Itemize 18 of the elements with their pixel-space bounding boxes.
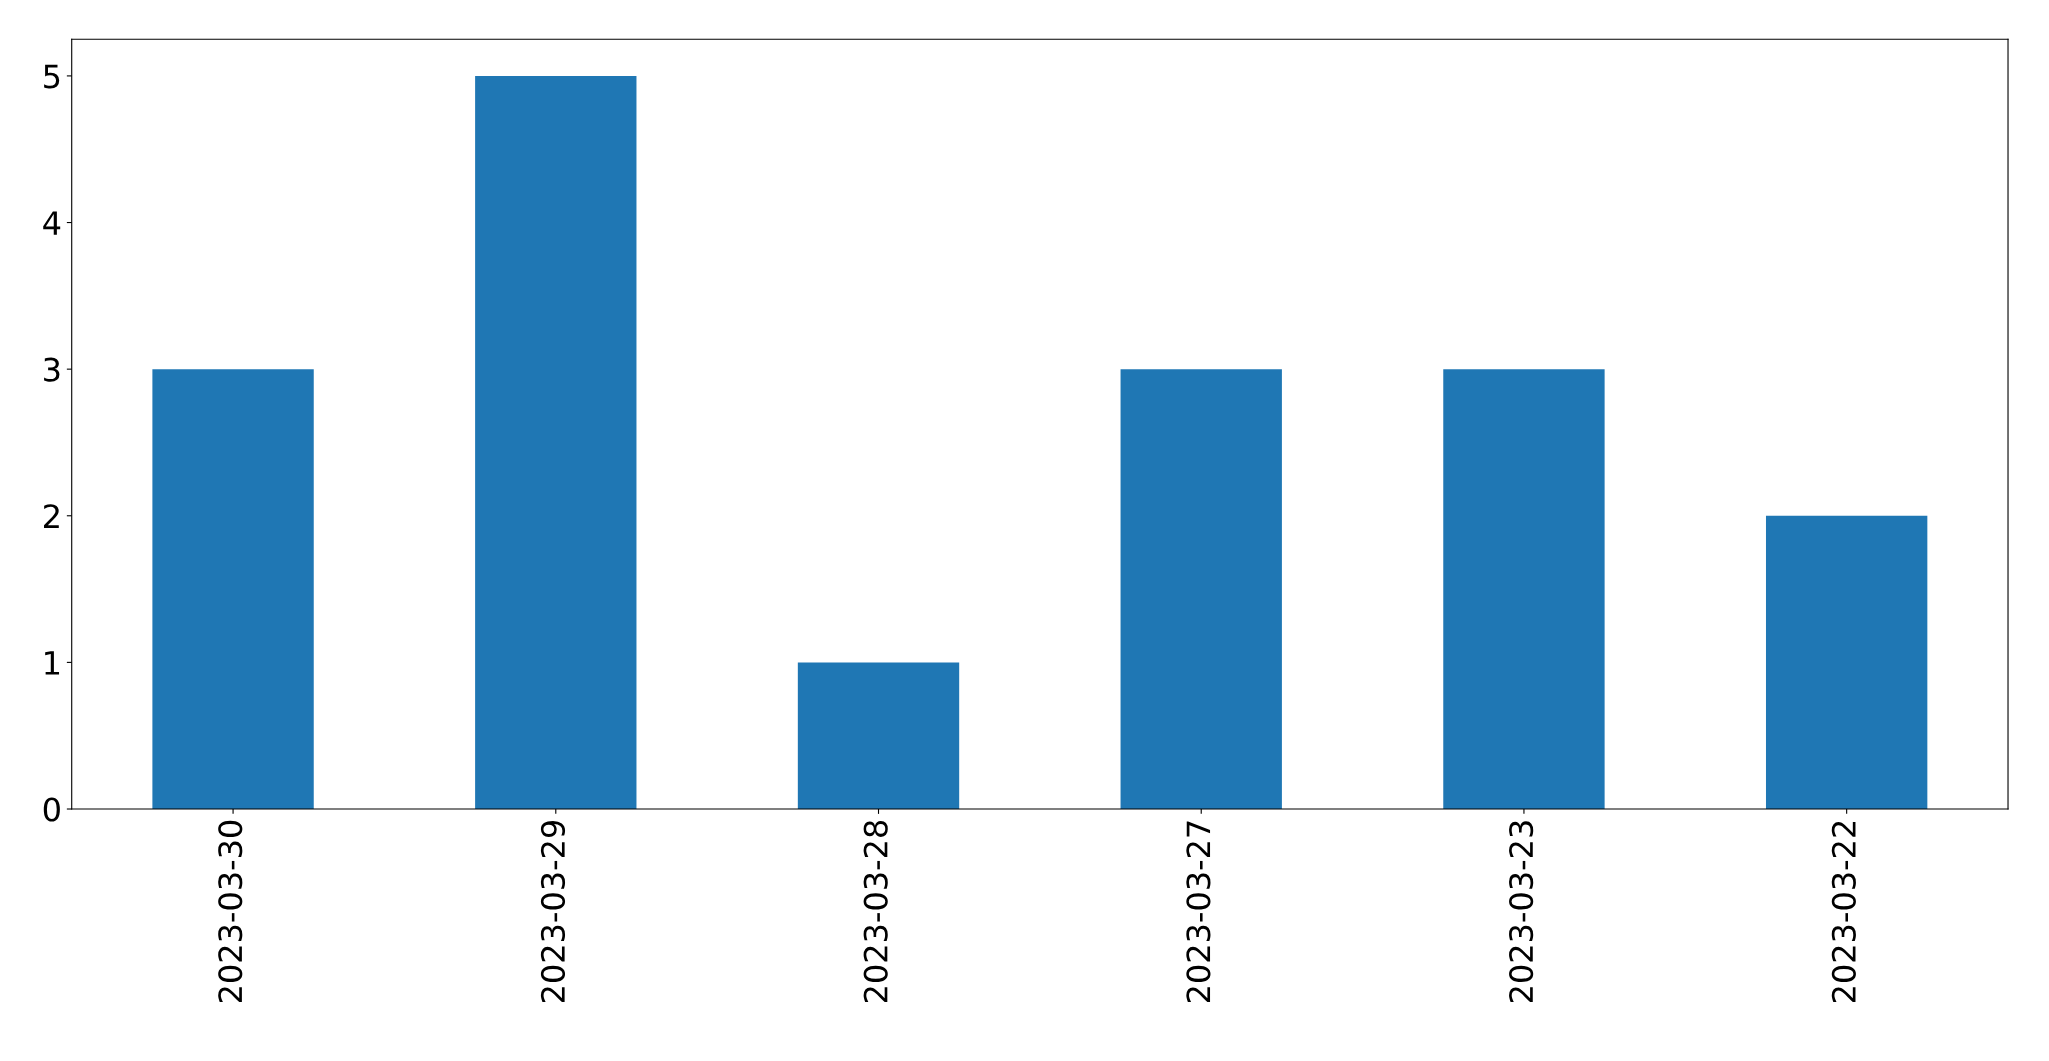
bar xyxy=(475,75,637,810)
x-tick-label: 2023-03-22 xyxy=(1831,821,1856,1003)
bar xyxy=(152,369,314,810)
x-tick-label: 2023-03-27 xyxy=(1186,821,1211,1003)
y-tick-label: 4 xyxy=(43,211,61,235)
y-tick-label: 2 xyxy=(44,504,59,528)
x-tick-label: 2023-03-28 xyxy=(863,820,888,1003)
y-tick-label: 5 xyxy=(44,64,60,89)
bar xyxy=(1765,515,1928,810)
bar xyxy=(797,662,960,810)
y-tick-label: 1 xyxy=(45,651,60,675)
bar xyxy=(1120,369,1282,810)
x-tick-label: 2023-03-30 xyxy=(218,820,243,1003)
y-tick-label: 0 xyxy=(43,797,60,822)
x-tick-label: 2023-03-29 xyxy=(540,820,566,1003)
y-tick-label: 3 xyxy=(44,357,60,382)
bar xyxy=(1443,369,1605,810)
x-tick-label: 2023-03-23 xyxy=(1509,821,1534,1003)
